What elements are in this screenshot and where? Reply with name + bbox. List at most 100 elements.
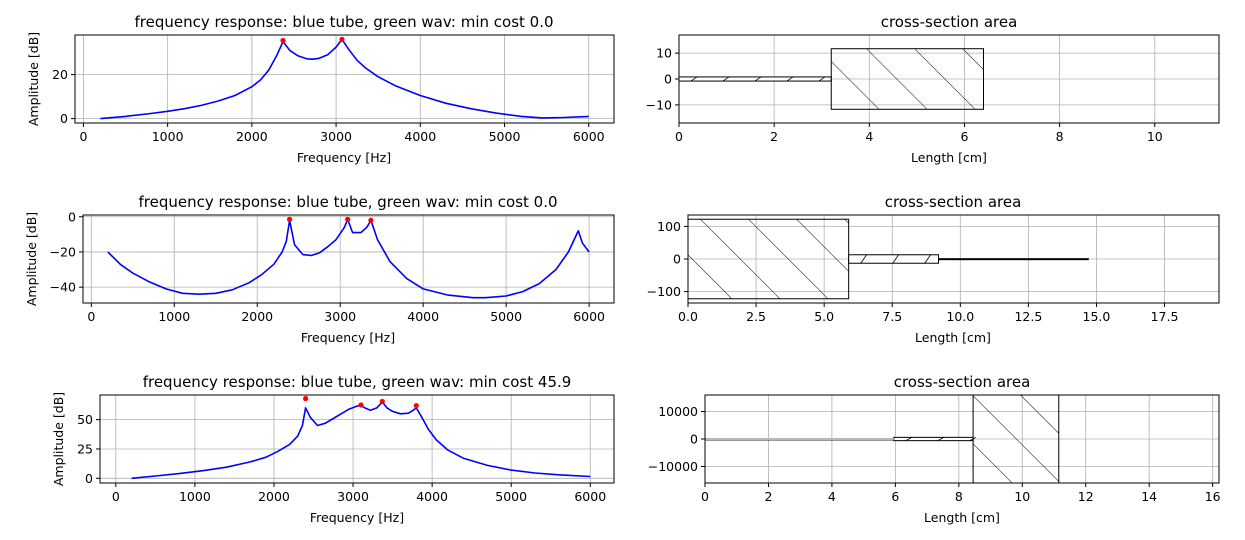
axes-frame: [74, 34, 615, 124]
plot-area: [688, 218, 1089, 300]
y-tick-label: −10: [646, 97, 672, 112]
y-axis: 10 0 −10: [646, 46, 679, 112]
subplot-freq-response-1: frequency response: blue tube, green wav…: [26, 13, 615, 165]
y-tick-label: 0: [690, 432, 698, 447]
x-tick-label: 15.0: [1083, 309, 1111, 324]
x-axis-label: Length [cm]: [924, 510, 1000, 525]
subplot-cross-section-2: cross-section area Length [cm] 0.0 2.5 5.0…: [647, 193, 1220, 345]
subplot-title: cross-section area: [881, 13, 1018, 31]
hatch-mark: [892, 254, 899, 264]
x-tick-label: 0: [675, 129, 683, 144]
x-axis-label: Length [cm]: [915, 330, 991, 345]
x-tick-label: 2: [764, 489, 772, 504]
y-axis-label: Amplitude [dB]: [51, 392, 66, 486]
y-axis-label: Amplitude [dB]: [24, 212, 39, 306]
hatch-mark: [690, 76, 698, 82]
x-tick-label: 3000: [337, 489, 369, 504]
grid: [75, 35, 614, 123]
y-tick-label: 0: [664, 72, 672, 87]
plot-area: [679, 48, 984, 110]
x-tick-label: 4: [828, 489, 836, 504]
x-axis-label: Frequency [Hz]: [301, 330, 395, 345]
x-tick-label: 0.0: [678, 309, 698, 324]
x-tick-label: 0: [112, 489, 120, 504]
x-tick-label: 2000: [236, 129, 268, 144]
y-tick-label: −20: [50, 244, 76, 259]
x-axis: 0 1000 2000 3000 4000 5000 6000: [112, 483, 606, 504]
series-line: [100, 38, 589, 120]
x-tick-label: 2000: [241, 309, 273, 324]
x-tick-label: 7.5: [882, 309, 902, 324]
y-tick-label: 25: [77, 441, 93, 456]
subplot-title: frequency response: blue tube, green wav…: [138, 193, 557, 211]
x-axis-label: Frequency [Hz]: [310, 510, 404, 525]
subplot-title: frequency response: blue tube, green wav…: [134, 13, 553, 31]
x-tick-label: 5.0: [814, 309, 834, 324]
y-tick-label: −10000: [648, 459, 698, 474]
hatch-mark: [786, 76, 794, 82]
plot-area: [131, 395, 591, 480]
y-tick-label: 10000: [658, 404, 698, 419]
hatch-mark: [754, 76, 762, 82]
y-tick-label: 0: [60, 111, 68, 126]
plot-area: [705, 395, 1060, 483]
y-tick-label: −100: [647, 284, 681, 299]
subplot-cross-section-3: cross-section area Length [cm] 0 2 4 6 8 10 12…: [648, 373, 1221, 525]
tube-segment: [830, 48, 984, 110]
peak-marker: [345, 216, 351, 222]
x-tick-label: 12: [1078, 489, 1094, 504]
x-axis: 0 2 4 6 8 10 12 14 16: [701, 483, 1221, 504]
y-tick-label: 20: [52, 67, 68, 82]
x-tick-label: 3000: [320, 129, 352, 144]
y-tick-label: 50: [77, 412, 93, 427]
tube-segment: [893, 436, 974, 442]
tube-segment: [688, 218, 850, 300]
peak-marker: [303, 395, 309, 402]
tube-segment: [679, 76, 832, 82]
x-axis: 0.0 2.5 5.0 7.5 10.0 12.5 15.0 17.5: [678, 303, 1178, 324]
x-tick-label: 4000: [407, 309, 439, 324]
peak-marker: [339, 36, 345, 43]
y-axis: 0 20: [52, 67, 75, 126]
x-tick-label: 4000: [416, 489, 448, 504]
tube-segment: [972, 395, 1060, 483]
x-tick-label: 5000: [490, 309, 522, 324]
hatch-mark: [860, 254, 867, 264]
x-tick-label: 6: [891, 489, 899, 504]
x-tick-label: 16: [1205, 489, 1221, 504]
axes-frame: [99, 394, 615, 484]
x-tick-label: 5000: [489, 129, 521, 144]
x-tick-label: 2: [770, 129, 778, 144]
hatch-mark: [924, 254, 931, 264]
grid: [83, 215, 614, 303]
x-tick-label: 1000: [152, 129, 184, 144]
x-tick-label: 5000: [495, 489, 527, 504]
x-axis: 0 2 4 6 8 10: [675, 123, 1163, 144]
x-tick-label: 12.5: [1014, 309, 1042, 324]
tube-segment: [938, 258, 1089, 261]
series-line: [107, 218, 590, 299]
subplot-title: cross-section area: [885, 193, 1022, 211]
x-tick-label: 10: [1147, 129, 1163, 144]
x-tick-label: 0: [87, 309, 95, 324]
y-tick-label: 0: [85, 471, 93, 486]
x-tick-label: 14: [1141, 489, 1157, 504]
y-tick-label: −40: [50, 280, 76, 295]
x-tick-label: 10.0: [946, 309, 974, 324]
x-tick-label: 2.5: [746, 309, 766, 324]
x-tick-label: 6000: [574, 489, 606, 504]
plot-area: [100, 36, 589, 120]
y-axis: 0 25 50: [77, 412, 100, 486]
x-tick-label: 6: [960, 129, 968, 144]
x-axis-label: Length [cm]: [911, 150, 987, 165]
peak-marker: [379, 398, 385, 405]
x-tick-label: 0: [79, 129, 87, 144]
x-tick-label: 3000: [324, 309, 356, 324]
x-tick-label: 4: [865, 129, 873, 144]
y-axis: 0 −20 −40: [50, 209, 83, 295]
y-tick-label: 0: [673, 252, 681, 267]
peak-marker: [368, 217, 374, 223]
y-tick-label: 100: [657, 219, 681, 234]
subplot-freq-response-3: frequency response: blue tube, green wav…: [51, 373, 615, 525]
peak-marker: [358, 402, 364, 408]
